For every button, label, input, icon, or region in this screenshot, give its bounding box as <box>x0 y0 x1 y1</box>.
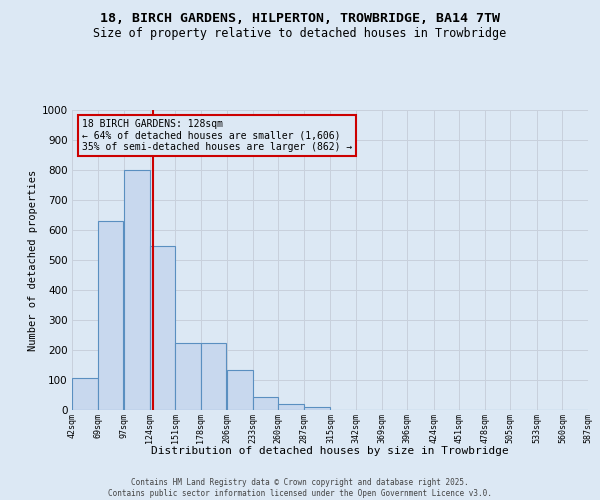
Bar <box>175 344 201 410</box>
Text: Contains HM Land Registry data © Crown copyright and database right 2025.
Contai: Contains HM Land Registry data © Crown c… <box>108 478 492 498</box>
Bar <box>278 404 304 410</box>
Bar <box>98 221 123 410</box>
Bar <box>124 170 149 410</box>
Text: Size of property relative to detached houses in Trowbridge: Size of property relative to detached ho… <box>94 28 506 40</box>
Bar <box>304 407 329 410</box>
Text: 18 BIRCH GARDENS: 128sqm
← 64% of detached houses are smaller (1,606)
35% of sem: 18 BIRCH GARDENS: 128sqm ← 64% of detach… <box>82 119 353 152</box>
Bar <box>253 398 278 410</box>
Text: 18, BIRCH GARDENS, HILPERTON, TROWBRIDGE, BA14 7TW: 18, BIRCH GARDENS, HILPERTON, TROWBRIDGE… <box>100 12 500 26</box>
Bar <box>201 344 226 410</box>
Y-axis label: Number of detached properties: Number of detached properties <box>28 170 38 350</box>
Bar <box>149 246 175 410</box>
Bar <box>227 370 253 410</box>
Bar <box>72 378 98 410</box>
X-axis label: Distribution of detached houses by size in Trowbridge: Distribution of detached houses by size … <box>151 446 509 456</box>
